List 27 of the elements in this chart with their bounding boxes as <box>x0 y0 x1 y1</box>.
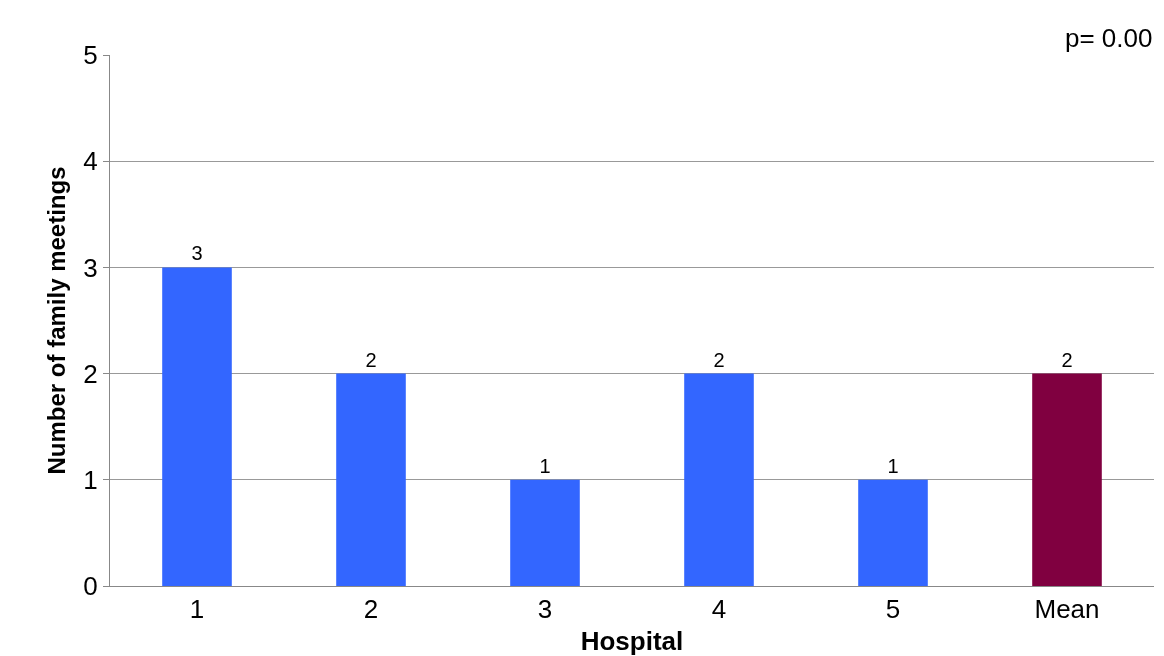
y-tick-label: 1 <box>83 464 98 495</box>
y-tick-label: 0 <box>83 571 98 602</box>
x-tick-label: 1 <box>189 594 205 625</box>
x-tick-label: Mean <box>1034 594 1100 625</box>
bar <box>858 479 928 586</box>
data-label: 3 <box>191 242 203 265</box>
x-tick-label: 2 <box>363 594 379 625</box>
x-tick-label: 4 <box>711 594 727 625</box>
bar <box>1032 373 1102 586</box>
y-tick-label: 3 <box>83 252 98 283</box>
y-tick-label: 5 <box>83 40 98 71</box>
bar <box>510 479 580 586</box>
y-axis-title: Number of family meetings <box>43 166 71 475</box>
x-tick-label: 3 <box>537 594 553 625</box>
bar <box>336 373 406 586</box>
x-tick-label: 5 <box>885 594 901 625</box>
y-tick-label: 2 <box>83 358 98 389</box>
data-label: 1 <box>539 454 551 477</box>
bar <box>684 373 754 586</box>
bar <box>162 267 232 586</box>
x-axis-title: Hospital <box>580 625 684 656</box>
data-label: 2 <box>713 348 725 371</box>
data-label: 2 <box>365 348 377 371</box>
text: p= 0.00 <box>1065 23 1153 53</box>
data-label: 1 <box>887 454 899 477</box>
y-tick-label: 4 <box>83 146 98 177</box>
data-label: 2 <box>1061 348 1073 371</box>
